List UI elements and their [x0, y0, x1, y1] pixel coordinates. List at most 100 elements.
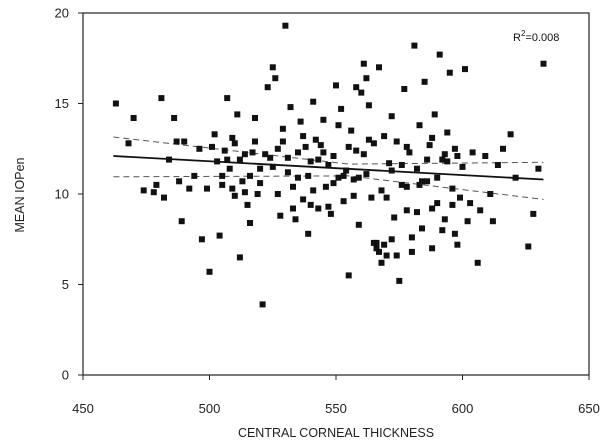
data-point	[414, 165, 420, 172]
data-point	[378, 187, 385, 194]
data-point	[224, 156, 231, 163]
data-point	[330, 153, 337, 159]
data-point	[249, 149, 256, 156]
data-point	[451, 145, 458, 152]
data-point	[340, 172, 347, 179]
data-point	[191, 172, 198, 179]
r-squared-annotation: R2=0.008	[513, 29, 559, 44]
data-point	[262, 151, 269, 158]
data-point	[327, 210, 334, 217]
data-point	[322, 183, 329, 190]
data-point	[424, 156, 431, 163]
data-point	[214, 158, 221, 165]
confidence-bands	[113, 136, 544, 200]
data-point	[166, 156, 172, 163]
data-point	[370, 140, 377, 147]
data-point	[360, 151, 367, 158]
data-point	[403, 143, 410, 150]
data-point	[431, 111, 438, 118]
data-point	[153, 181, 160, 188]
data-point	[449, 185, 456, 192]
data-point	[408, 248, 415, 255]
data-point	[355, 221, 362, 228]
data-point	[244, 201, 251, 208]
data-point	[530, 210, 537, 217]
data-point	[454, 153, 461, 159]
data-point	[330, 180, 337, 187]
data-point	[414, 209, 420, 216]
data-point	[424, 178, 431, 185]
data-point	[257, 180, 264, 187]
data-point	[307, 201, 314, 208]
x-tick-label: 500	[199, 401, 221, 416]
data-point	[297, 118, 304, 125]
data-point	[406, 149, 413, 156]
data-point	[236, 156, 243, 163]
data-point	[396, 277, 403, 284]
data-point	[272, 75, 279, 82]
data-point	[365, 102, 372, 109]
data-point	[439, 227, 446, 234]
data-point	[247, 220, 253, 226]
data-point	[469, 149, 476, 156]
data-point	[386, 160, 393, 167]
x-axis-title: CENTRAL CORNEAL THICKNESS	[238, 426, 434, 440]
data-point	[279, 125, 286, 132]
data-point	[457, 194, 463, 201]
data-point	[229, 134, 236, 141]
data-point	[454, 241, 461, 248]
data-point	[363, 75, 370, 82]
data-point	[525, 243, 532, 250]
data-point	[267, 154, 274, 161]
data-point	[252, 138, 258, 145]
data-point	[209, 143, 215, 150]
data-point	[451, 230, 458, 237]
y-tick-label: 15	[55, 96, 69, 111]
data-point	[388, 113, 395, 120]
data-point	[540, 60, 547, 67]
data-point	[350, 192, 357, 199]
data-point	[130, 115, 137, 121]
data-point	[348, 127, 355, 134]
data-point	[234, 111, 241, 118]
data-point	[229, 185, 236, 192]
data-point	[269, 64, 276, 71]
data-point	[290, 205, 296, 212]
data-point	[320, 116, 327, 123]
data-point	[181, 138, 188, 145]
data-point	[178, 218, 185, 225]
data-point	[398, 162, 405, 168]
data-point	[421, 78, 428, 85]
data-point	[247, 172, 253, 179]
data-point	[287, 104, 294, 111]
data-point	[381, 133, 388, 140]
data-point	[388, 167, 395, 174]
data-point	[158, 95, 165, 102]
data-point	[393, 252, 400, 259]
data-point	[370, 239, 377, 246]
data-point	[416, 122, 423, 129]
data-point	[284, 169, 291, 176]
data-point	[307, 158, 314, 165]
data-point	[231, 192, 238, 199]
data-point	[355, 174, 362, 181]
y-axis: 0 5 10 15 20	[55, 6, 83, 383]
r-squared-exponent: 2	[521, 29, 526, 38]
data-points	[112, 22, 547, 308]
data-point	[393, 138, 400, 145]
data-point	[512, 174, 519, 181]
x-axis: 450 500 550 600 650	[72, 375, 600, 416]
data-point	[383, 252, 390, 259]
data-point	[507, 131, 514, 138]
data-point	[408, 234, 415, 241]
data-point	[282, 22, 289, 29]
data-point	[150, 189, 157, 196]
r-squared-symbol: R	[513, 32, 521, 44]
data-point	[221, 147, 228, 154]
data-point	[365, 136, 372, 143]
data-point	[300, 133, 307, 140]
data-point	[112, 100, 119, 107]
data-point	[176, 178, 183, 185]
data-point	[426, 142, 433, 149]
